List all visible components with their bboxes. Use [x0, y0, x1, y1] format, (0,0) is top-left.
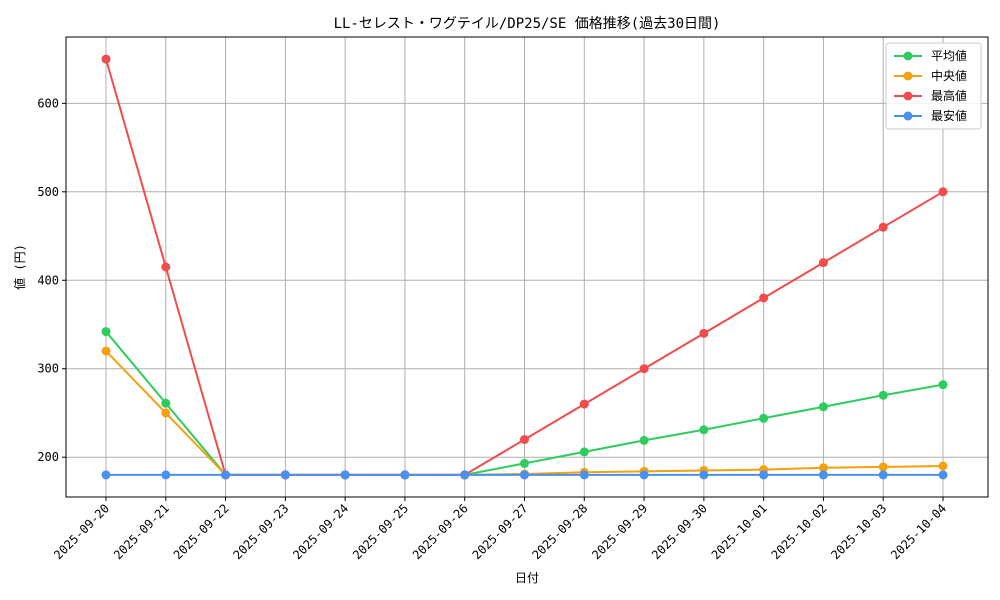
data-point — [699, 328, 709, 338]
legend-label: 平均値 — [931, 48, 967, 63]
legend-label: 最高値 — [931, 88, 967, 103]
data-point — [280, 470, 290, 480]
legend-label: 中央値 — [931, 68, 967, 83]
data-point — [161, 262, 171, 272]
data-point — [878, 390, 888, 400]
legend-marker — [903, 111, 913, 121]
data-point — [101, 327, 111, 337]
data-point — [878, 462, 888, 472]
data-point — [221, 470, 231, 480]
legend-item: 平均値 — [894, 48, 967, 63]
data-point — [161, 408, 171, 418]
data-point — [400, 470, 410, 480]
data-point — [938, 461, 948, 471]
series-group — [101, 54, 948, 480]
y-tick-label: 500 — [37, 185, 59, 199]
data-point — [699, 470, 709, 480]
data-point — [818, 463, 828, 473]
legend-marker — [903, 71, 913, 81]
data-point — [101, 346, 111, 356]
y-axis-label: 値 (円) — [12, 244, 27, 290]
data-point — [101, 470, 111, 480]
y-tick-label: 400 — [37, 273, 59, 287]
series-最安値 — [101, 470, 948, 480]
data-point — [759, 413, 769, 423]
data-point — [639, 435, 649, 445]
legend-label: 最安値 — [931, 108, 967, 123]
data-point — [161, 470, 171, 480]
data-point — [639, 470, 649, 480]
data-point — [699, 425, 709, 435]
data-point — [878, 470, 888, 480]
data-point — [639, 364, 649, 374]
data-point — [938, 380, 948, 390]
data-point — [101, 54, 111, 64]
data-point — [340, 470, 350, 480]
legend-marker — [903, 91, 913, 101]
data-point — [878, 222, 888, 232]
legend-item: 中央値 — [894, 68, 967, 83]
chart-title: LL-セレスト・ワグテイル/DP25/SE 価格推移(過去30日間) — [334, 16, 721, 32]
data-point — [520, 458, 529, 468]
data-point — [818, 258, 828, 268]
legend-box — [885, 42, 982, 130]
data-point — [579, 470, 589, 480]
data-point — [520, 435, 529, 444]
data-point — [579, 399, 589, 409]
y-tick-label: 200 — [37, 450, 59, 464]
legend-item: 最安値 — [894, 108, 967, 123]
y-tick-label: 600 — [37, 96, 59, 110]
x-axis-label: 日付 — [515, 571, 539, 585]
legend-item: 最高値 — [894, 88, 967, 103]
data-point — [818, 402, 828, 412]
legend-marker — [903, 51, 913, 61]
data-point — [938, 470, 948, 480]
data-point — [579, 447, 589, 457]
data-point — [759, 293, 769, 303]
data-point — [161, 398, 171, 408]
data-point — [759, 470, 769, 480]
data-point — [520, 470, 529, 480]
data-point — [818, 470, 828, 480]
data-point — [460, 470, 470, 480]
data-point — [938, 187, 948, 197]
y-tick-label: 300 — [37, 362, 59, 376]
plot-frame — [65, 36, 989, 498]
